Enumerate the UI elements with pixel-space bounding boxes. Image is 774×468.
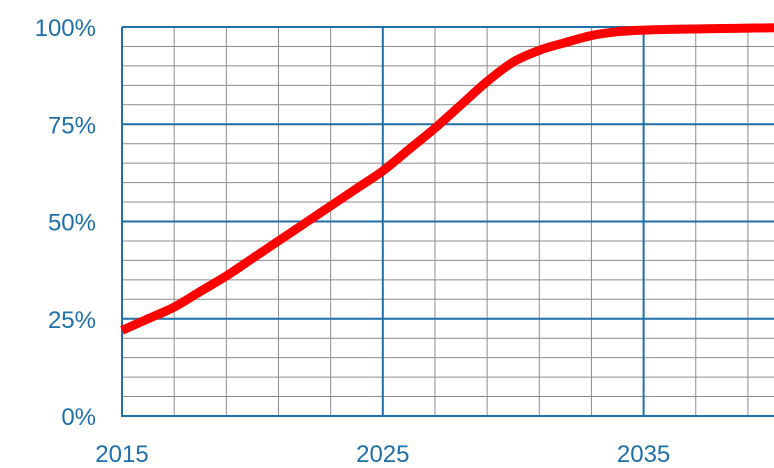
tick-labels: 0% 25% 50% 75% 100% 2015 2025 2035 (35, 15, 671, 468)
y-tick-label: 50% (48, 210, 96, 237)
major-grid (122, 26, 774, 416)
y-tick-label: 25% (48, 307, 96, 334)
axes (121, 27, 774, 417)
series-layer (120, 23, 774, 335)
y-tick-label: 75% (48, 112, 96, 139)
x-tick-label: 2035 (617, 441, 670, 468)
y-tick-label: 100% (35, 15, 96, 42)
x-tick-label: 2015 (95, 441, 148, 468)
x-tick-label: 2025 (356, 441, 409, 468)
minor-grid (122, 27, 774, 416)
series-line-0 (120, 23, 774, 335)
y-tick-label: 0% (61, 404, 96, 431)
